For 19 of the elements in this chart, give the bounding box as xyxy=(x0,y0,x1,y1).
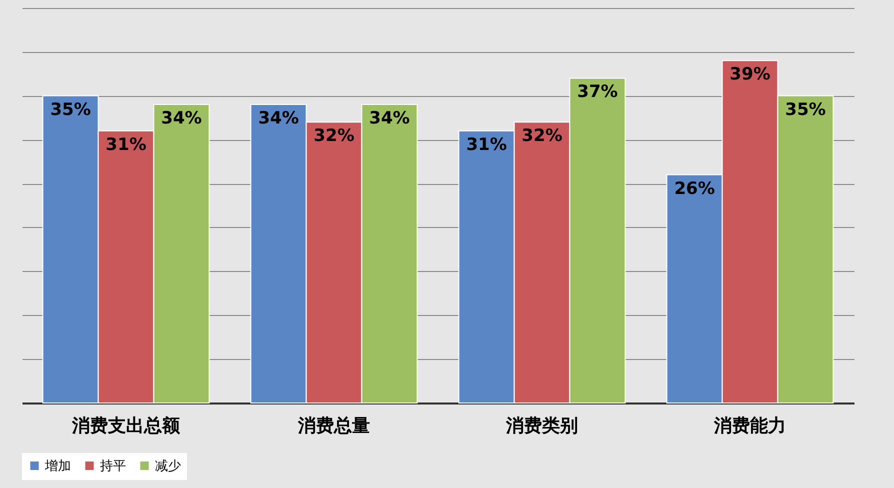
legend-label: 减少 xyxy=(155,458,181,474)
legend-label: 持平 xyxy=(100,458,126,474)
data-label: 34% xyxy=(258,108,299,129)
data-label: 31% xyxy=(106,134,146,155)
legend-label: 增加 xyxy=(44,458,71,474)
x-tick-label: 消费支出总额 xyxy=(71,416,181,436)
data-label: 34% xyxy=(161,108,202,129)
data-label: 34% xyxy=(369,108,410,129)
data-label: 39% xyxy=(730,64,770,85)
data-label: 37% xyxy=(577,82,618,102)
x-tick-label: 消费总量 xyxy=(297,416,370,436)
x-tick-label: 消费能力 xyxy=(713,416,786,436)
data-label: 35% xyxy=(785,100,826,120)
data-label: 32% xyxy=(522,126,562,146)
data-label: 31% xyxy=(466,134,507,155)
data-label: 26% xyxy=(674,178,715,199)
x-tick-label: 消费类别 xyxy=(505,416,578,436)
data-label: 35% xyxy=(50,100,91,120)
data-label: 32% xyxy=(314,126,354,146)
